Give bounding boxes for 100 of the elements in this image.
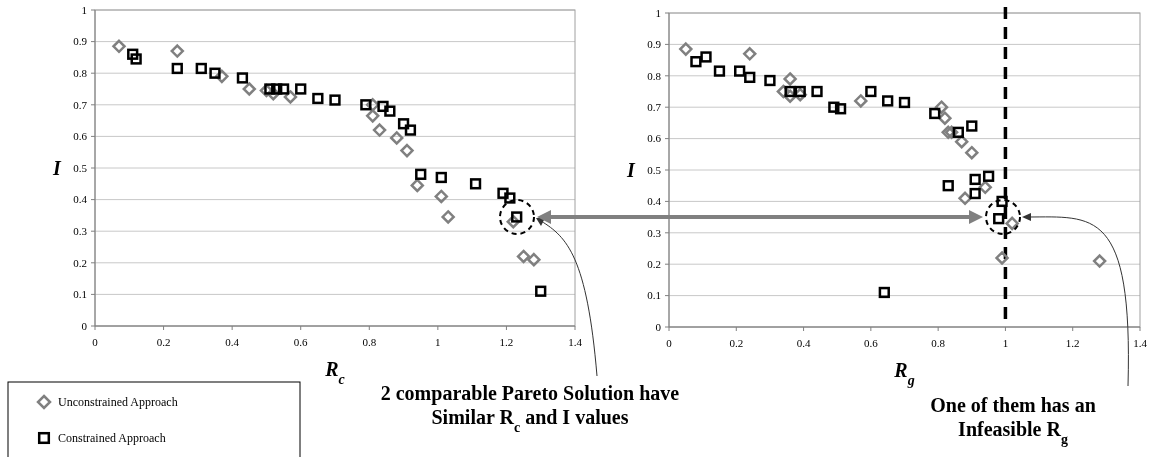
- point: [441, 210, 455, 224]
- y-tick-label: 0.9: [73, 35, 88, 48]
- point: [415, 168, 427, 180]
- point: [690, 56, 702, 68]
- y-axis-title: I: [626, 159, 637, 181]
- point: [982, 170, 995, 182]
- x-tick-label: 1: [435, 336, 441, 348]
- point: [713, 65, 726, 77]
- point: [898, 96, 911, 109]
- point: [365, 109, 380, 123]
- x-tick-label: 0.6: [293, 336, 309, 348]
- point: [295, 83, 307, 95]
- point: [854, 94, 868, 108]
- point: [744, 71, 756, 84]
- x-tick-label: 0: [92, 336, 99, 348]
- point: [834, 103, 847, 115]
- y-tick-label: 0.1: [73, 288, 87, 301]
- legend-label: Constrained Approach: [58, 431, 166, 446]
- point: [283, 90, 298, 104]
- point: [397, 118, 410, 130]
- point: [171, 62, 183, 75]
- y-tick-label: 0.5: [647, 163, 662, 176]
- x-tick-label: 1.4: [568, 336, 583, 348]
- point: [497, 187, 509, 199]
- point: [995, 251, 1009, 265]
- point: [878, 286, 890, 299]
- x-axis-title: R$_{g}$: [893, 359, 915, 388]
- x-tick-label: 0.2: [729, 337, 744, 349]
- point: [312, 92, 324, 105]
- point: [952, 126, 964, 138]
- point: [527, 252, 541, 267]
- point: [742, 47, 757, 61]
- point: [679, 42, 693, 56]
- point: [969, 187, 981, 200]
- point: [882, 95, 894, 107]
- point: [242, 82, 257, 96]
- point: [535, 285, 547, 297]
- point: [434, 189, 449, 204]
- point: [329, 94, 341, 106]
- point: [209, 67, 221, 79]
- y-tick-label: 0.2: [73, 256, 87, 269]
- y-tick-label: 0.8: [73, 67, 88, 80]
- y-tick-label: 0.6: [647, 132, 662, 145]
- x-tick-label: 1: [1002, 337, 1009, 349]
- y-tick-label: 0: [81, 319, 88, 332]
- point: [996, 195, 1008, 208]
- point: [384, 105, 396, 117]
- y-axis-title: I: [52, 157, 63, 179]
- point: [389, 131, 404, 145]
- point: [794, 85, 806, 98]
- point: [277, 83, 290, 95]
- point: [264, 83, 276, 95]
- x-tick-label: 1.4: [1133, 337, 1148, 349]
- x-tick-label: 0.6: [863, 337, 879, 349]
- y-tick-label: 0.3: [647, 226, 662, 239]
- point: [978, 180, 992, 195]
- y-tick-label: 0.8: [647, 69, 662, 82]
- point: [828, 101, 840, 113]
- point: [195, 62, 207, 75]
- point: [236, 72, 249, 84]
- point: [958, 191, 972, 206]
- y-tick-label: 0.1: [647, 289, 661, 302]
- point: [404, 124, 417, 136]
- point: [112, 39, 126, 54]
- point: [764, 74, 776, 87]
- x-tick-label: 0.4: [796, 337, 811, 349]
- y-tick-label: 1: [655, 6, 661, 19]
- point: [811, 85, 823, 98]
- y-tick-label: 0.4: [647, 195, 662, 208]
- x-tick-label: 0: [666, 337, 673, 349]
- x-axis-title: R$_{c}$: [324, 358, 346, 387]
- legend-label: Unconstrained Approach: [58, 395, 178, 410]
- y-tick-label: 0.7: [73, 98, 88, 111]
- point: [734, 65, 746, 77]
- y-tick-label: 1: [81, 3, 87, 16]
- point: [127, 48, 139, 60]
- point: [929, 107, 941, 120]
- point: [938, 111, 952, 125]
- point: [1005, 216, 1019, 231]
- point: [700, 51, 712, 63]
- point: [966, 120, 978, 132]
- point: [372, 123, 387, 137]
- point: [865, 85, 877, 98]
- text: 2 comparable Pareto Solution have Similar R$_{c}$ and I values: [380, 382, 680, 435]
- y-tick-label: 0.2: [647, 258, 661, 271]
- y-tick-label: 0.6: [73, 130, 88, 143]
- point: [504, 192, 516, 204]
- point: [965, 145, 979, 160]
- y-tick-label: 0.5: [73, 161, 88, 174]
- point: [170, 44, 185, 58]
- point: [469, 178, 482, 190]
- point: [435, 171, 447, 184]
- point: [410, 178, 425, 193]
- point: [784, 85, 796, 98]
- point: [1092, 254, 1107, 268]
- y-tick-label: 0.4: [73, 193, 88, 206]
- y-tick-label: 0.9: [647, 38, 662, 51]
- point: [377, 100, 389, 113]
- point: [783, 72, 797, 86]
- y-tick-label: 0.3: [73, 225, 88, 238]
